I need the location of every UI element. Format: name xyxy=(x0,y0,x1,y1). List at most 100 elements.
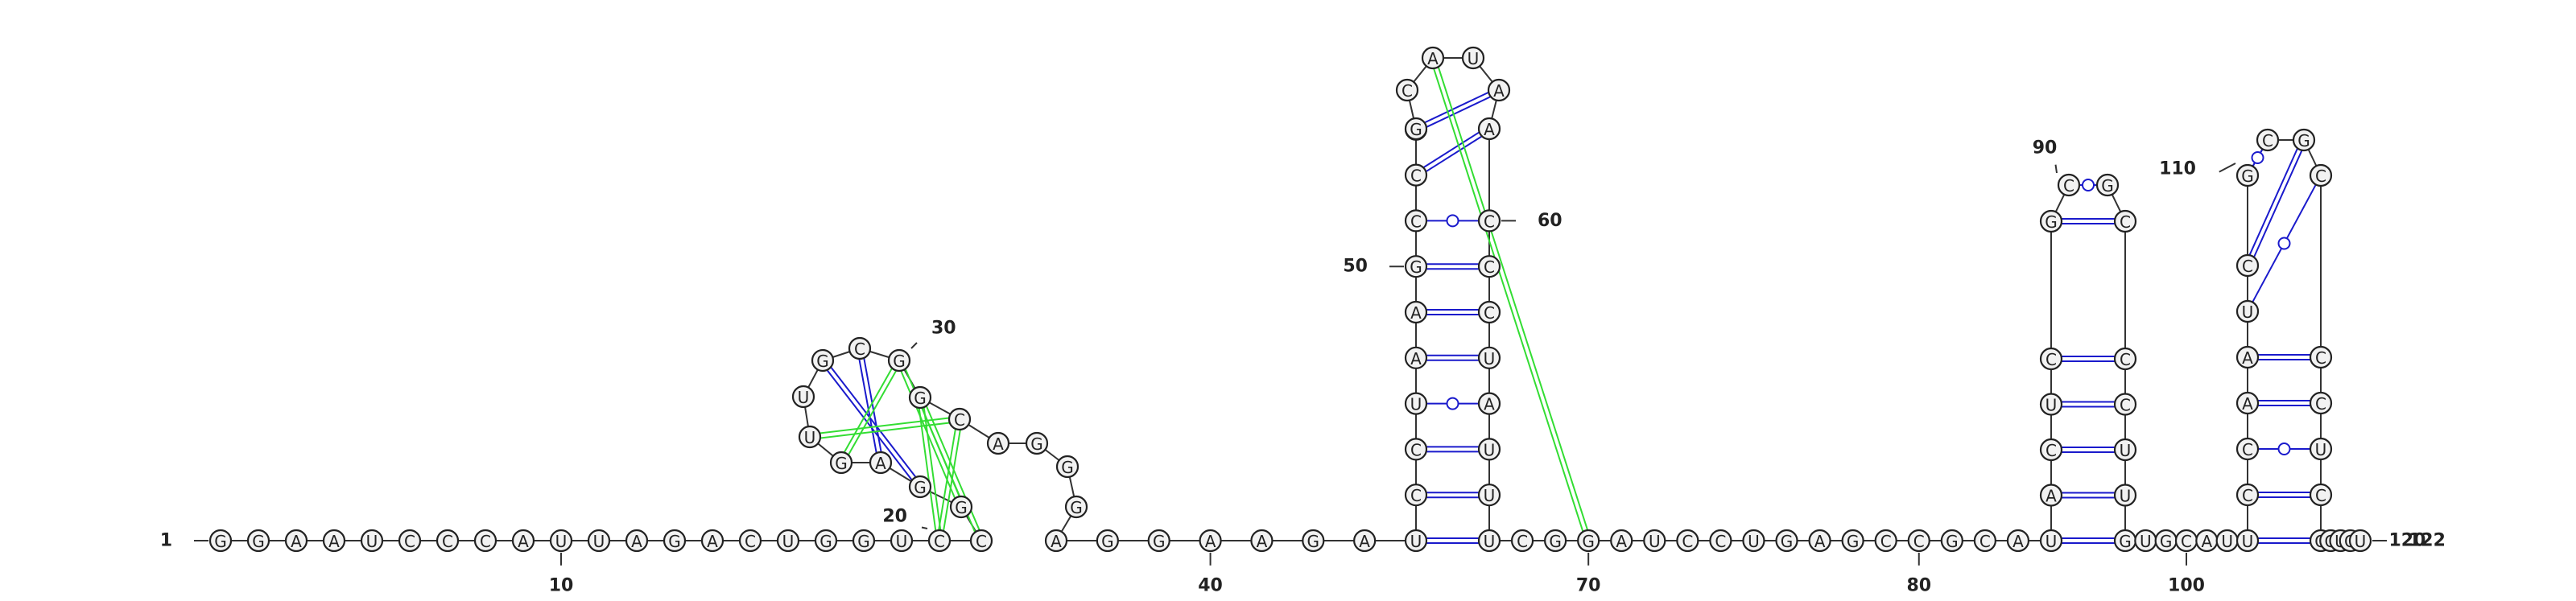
nucleotide-letter: U xyxy=(1410,532,1422,551)
nucleotide-letter: C xyxy=(2063,176,2074,196)
nucleotide-9: A xyxy=(511,529,535,553)
nucleotide-circle xyxy=(2113,484,2137,507)
nucleotide-3: A xyxy=(284,529,308,553)
nucleotide-44: U xyxy=(1404,529,1428,553)
nucleotide-circle xyxy=(2309,483,2333,507)
nucleotide-letter: U xyxy=(1649,532,1661,551)
nucleotide-letter: A xyxy=(1484,395,1495,414)
nucleotide-letter: C xyxy=(1517,532,1528,551)
nucleotide-circle xyxy=(1395,78,1419,102)
nucleotide-letter: U xyxy=(1468,49,1480,68)
nucleotide-111: C xyxy=(2256,128,2280,152)
nucleotide-letter: U xyxy=(2242,303,2254,322)
nucleotide-letter: A xyxy=(1359,532,1370,551)
nucleotide-circle xyxy=(1064,495,1088,519)
nucleotide-letter: U xyxy=(366,532,378,551)
position-number-70: 70 xyxy=(1576,553,1601,596)
nucleotide-33: A xyxy=(986,431,1010,455)
nucleotide-circle xyxy=(1477,117,1501,141)
nucleotide-48: A xyxy=(1404,346,1428,369)
position-number-label: 100 xyxy=(2168,576,2205,596)
nucleotide-89: G xyxy=(2039,209,2063,233)
nucleotide-circle xyxy=(1841,529,1864,553)
nucleotide-104: C xyxy=(2235,483,2260,507)
base-pair xyxy=(1426,397,1479,410)
nucleotide-letter: U xyxy=(593,532,605,551)
nucleotide-letter: C xyxy=(1410,212,1422,231)
nucleotide-letter: U xyxy=(1484,486,1496,505)
nucleotide-92: C xyxy=(2113,209,2137,233)
base-pair xyxy=(2258,492,2310,498)
nucleotide-circle xyxy=(1250,529,1274,553)
nucleotide-22: G xyxy=(949,495,973,519)
nucleotide-circle xyxy=(949,495,973,519)
nucleotide-8: C xyxy=(473,529,497,553)
nucleotide-circle xyxy=(2113,347,2137,371)
nucleotide-circle xyxy=(1940,529,1963,553)
base-pair xyxy=(1426,537,1479,544)
nucleotide-95: U xyxy=(2113,438,2137,462)
nucleotide-circle xyxy=(2235,299,2260,323)
nucleotide-circle xyxy=(869,451,893,475)
base-pair xyxy=(2258,443,2310,455)
nucleotide-circle xyxy=(1610,529,1633,553)
nucleotide-67: U xyxy=(1477,529,1501,553)
position-number-20: 20 xyxy=(882,507,928,529)
nucleotide-letter: C xyxy=(2046,441,2057,460)
position-number-label: 60 xyxy=(1538,211,1563,231)
position-number-label: 10 xyxy=(549,576,574,596)
nucleotide-54: G xyxy=(1404,117,1428,141)
position-number-label: 110 xyxy=(2159,159,2196,179)
nucleotide-66: U xyxy=(1477,484,1501,507)
nucleotide-letter: U xyxy=(1484,532,1496,551)
nucleotide-circle xyxy=(2292,128,2316,152)
base-pair xyxy=(2062,401,2115,408)
nucleotide-100: C xyxy=(2174,529,2198,553)
nucleotide-50: G xyxy=(1404,255,1428,278)
nucleotide-23: G xyxy=(908,475,932,499)
nucleotide-circle xyxy=(2039,529,2063,553)
nucleotide-letter: C xyxy=(2181,532,2192,551)
nucleotide-letter: C xyxy=(442,532,453,551)
base-pair xyxy=(1426,214,1479,228)
nucleotide-letter: C xyxy=(976,532,987,551)
base-pair xyxy=(1426,263,1479,270)
nucleotide-letter: U xyxy=(2120,487,2132,506)
nucleotide-circle xyxy=(2095,173,2120,197)
nucleotide-circle xyxy=(2113,393,2137,416)
nucleotide-letter: G xyxy=(2160,532,2173,551)
base-pair xyxy=(2252,183,2317,303)
nucleotide-39: G xyxy=(1147,529,1170,553)
nucleotide-circle xyxy=(2309,163,2333,187)
nucleotide-circle xyxy=(798,425,822,449)
nucleotide-117: C xyxy=(2309,483,2333,507)
position-number-label: 70 xyxy=(1576,576,1601,596)
nucleotide-circle xyxy=(2309,437,2333,461)
nucleotide-circle xyxy=(2039,484,2063,507)
nucleotide-circle xyxy=(398,529,422,553)
nucleotide-circle xyxy=(2113,209,2137,233)
nucleotide-letter: A xyxy=(1051,532,1062,551)
nucleotide-45: C xyxy=(1404,484,1428,507)
nucleotide-76: G xyxy=(1775,529,1798,553)
nucleotide-73: C xyxy=(1676,529,1699,553)
nucleotide-84: U xyxy=(2039,529,2063,553)
nucleotide-letter: A xyxy=(1493,81,1505,101)
nucleotide-6: C xyxy=(398,529,422,553)
nucleotide-letter: A xyxy=(2046,487,2057,506)
nucleotide-74: C xyxy=(1709,529,1732,553)
nucleotide-106: A xyxy=(2235,391,2260,415)
nucleotide-circle xyxy=(2235,391,2260,415)
nucleotide-letter: A xyxy=(291,532,302,551)
nucleotide-letter: A xyxy=(518,532,529,551)
nucleotide-circle xyxy=(1404,346,1428,369)
nucleotide-circle xyxy=(1404,117,1428,141)
nucleotide-letter: C xyxy=(1715,532,1726,551)
nucleotide-letter: A xyxy=(1814,532,1826,551)
nucleotide-letter: U xyxy=(1410,395,1422,414)
nucleotide-circle xyxy=(1404,163,1428,187)
nucleotide-letter: U xyxy=(1748,532,1760,551)
nucleotide-circle xyxy=(511,529,535,553)
nucleotide-circle xyxy=(1421,46,1445,70)
